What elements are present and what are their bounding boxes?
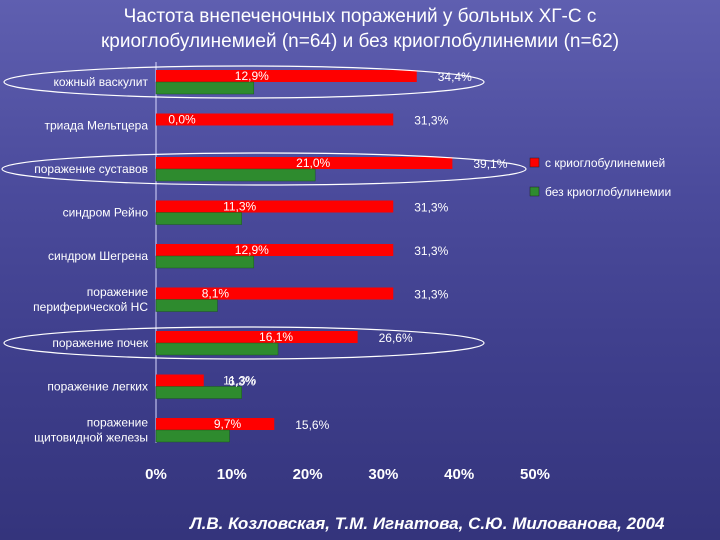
bar-without-cryo — [155, 81, 255, 95]
bar-without-cryo — [155, 168, 316, 182]
data-label-without-cryo: 8,1% — [202, 287, 230, 301]
data-label-without-cryo: 12,9% — [235, 69, 269, 83]
x-tick-label: 30% — [368, 466, 398, 483]
data-label-with-cryo: 6,3% — [228, 375, 256, 389]
data-label-with-cryo: 34,4% — [438, 70, 472, 84]
chart-title-line-1: Частота внепеченочных поражений у больны… — [123, 6, 597, 27]
category-label: триада Мельтцера — [44, 119, 148, 133]
data-label-with-cryo: 26,6% — [379, 331, 413, 345]
category-label: поражение почек — [52, 336, 148, 350]
chart-title-line-2: криоглобулинемией (n=64) и без криоглобу… — [100, 31, 620, 52]
data-label-without-cryo: 9,7% — [214, 417, 242, 431]
data-label-with-cryo: 31,3% — [414, 244, 448, 258]
data-label-without-cryo: 11,3% — [223, 200, 256, 214]
data-label-with-cryo: 31,3% — [414, 201, 448, 215]
bar-without-cryo — [155, 299, 218, 312]
data-label-without-cryo: 12,9% — [235, 243, 269, 257]
data-label-without-cryo: 11,3% — [223, 374, 256, 388]
data-label-with-cryo: 15,6% — [295, 418, 329, 432]
legend-entry: без криоглобулинемии — [545, 185, 671, 199]
category-label: синдром Рейно — [63, 206, 149, 220]
bar-without-cryo — [155, 342, 279, 356]
x-tick-label: 0% — [145, 466, 167, 483]
category-label: поражение суставов — [34, 162, 148, 176]
bar-with-cryo — [156, 157, 453, 169]
highlight-ellipse — [1, 152, 527, 186]
bar-with-cryo — [156, 287, 394, 300]
legend-swatch — [529, 157, 540, 168]
bar-without-cryo — [155, 255, 255, 269]
x-tick-label: 50% — [520, 466, 550, 483]
bar-with-cryo — [156, 70, 417, 82]
chart-title: Частота внепеченочных поражений у больны… — [0, 4, 720, 54]
x-tick-label: 10% — [217, 466, 247, 483]
legend-entry: с криоглобулинемией — [545, 156, 665, 170]
bar-with-cryo — [156, 200, 394, 213]
data-label-with-cryo: 39,1% — [473, 157, 507, 171]
bar-with-cryo — [156, 418, 275, 430]
bar-without-cryo — [155, 386, 242, 399]
category-label: щитовидной железы — [34, 431, 148, 445]
x-tick-label: 40% — [444, 466, 474, 483]
data-label-with-cryo: 31,3% — [414, 288, 448, 302]
highlight-ellipse — [3, 65, 485, 99]
bar-with-cryo — [156, 244, 394, 256]
data-label-with-cryo: 31,3% — [414, 114, 448, 128]
category-label: синдром Шегрена — [48, 249, 148, 263]
category-label: периферической НС — [33, 300, 148, 314]
highlight-ellipse — [3, 326, 485, 360]
data-label-without-cryo: 0,0% — [168, 113, 196, 127]
bar-with-cryo — [156, 113, 394, 126]
legend-swatch — [529, 186, 540, 197]
x-tick-label: 20% — [293, 466, 323, 483]
category-label: кожный васкулит — [54, 75, 149, 89]
category-label: поражение — [87, 285, 149, 299]
bar-with-cryo — [156, 374, 204, 387]
category-label: поражение — [87, 416, 149, 430]
category-label: поражение легких — [47, 380, 148, 394]
authors-footer: Л.В. Козловская, Т.М. Игнатова, С.Ю. Мил… — [190, 514, 665, 533]
bar-without-cryo — [155, 429, 230, 443]
data-label-without-cryo: 21,0% — [296, 156, 330, 170]
bar-with-cryo — [156, 331, 358, 343]
bar-without-cryo — [155, 212, 242, 225]
data-label-without-cryo: 16,1% — [259, 330, 293, 344]
